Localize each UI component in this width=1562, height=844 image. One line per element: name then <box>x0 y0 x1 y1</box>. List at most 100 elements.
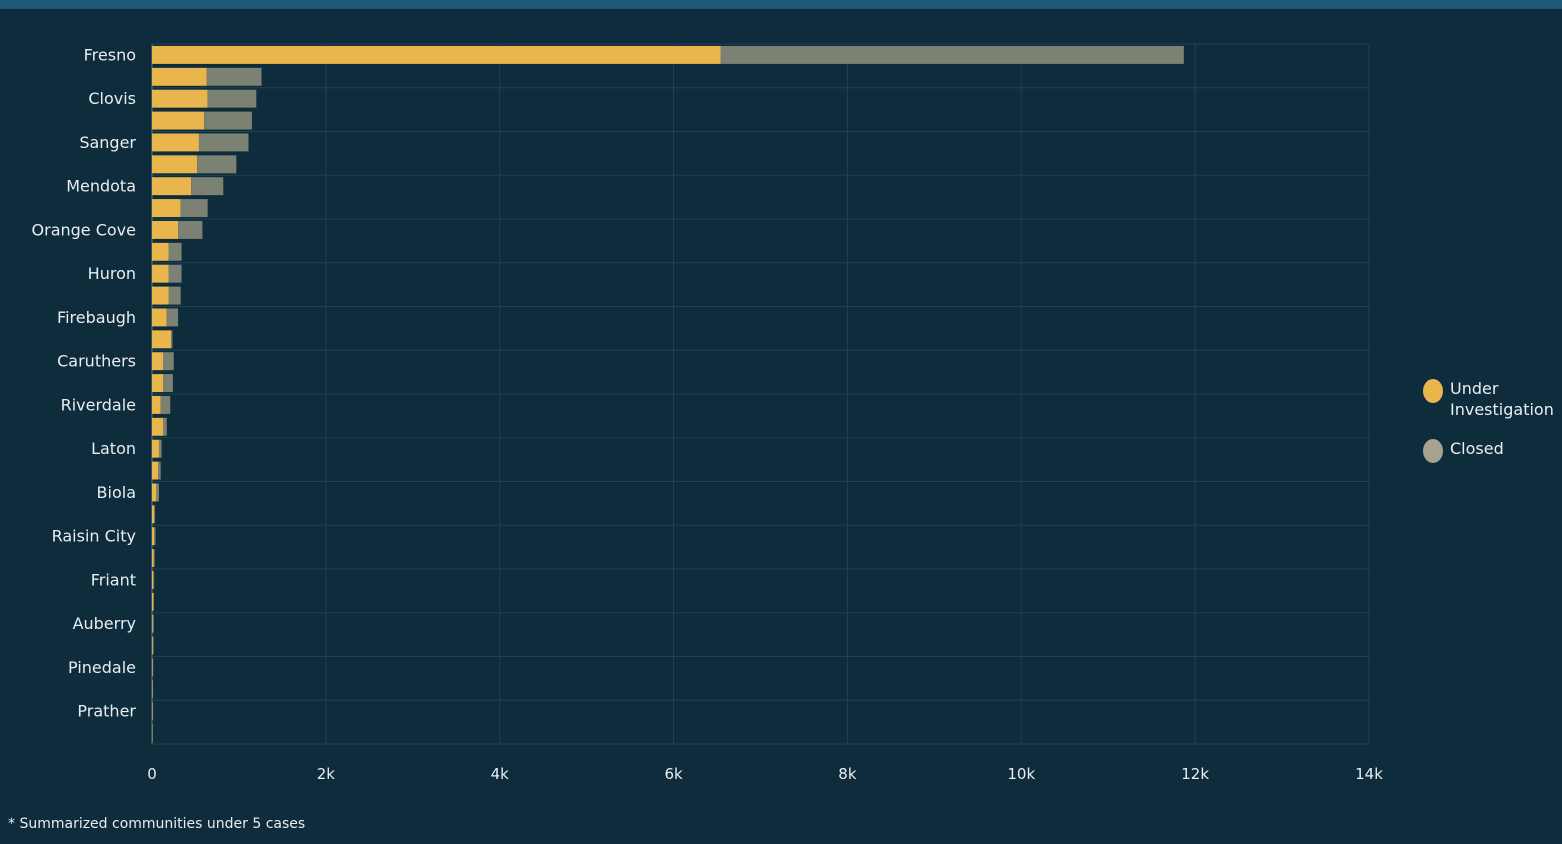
bar-under-investigation[interactable] <box>152 177 192 196</box>
category-label: Huron <box>88 264 136 283</box>
grid-layer <box>151 43 1370 745</box>
bar-under-investigation[interactable] <box>152 614 153 633</box>
bar-closed[interactable] <box>152 658 154 677</box>
bar-closed[interactable] <box>178 220 203 239</box>
x-tick-label: 12k <box>1181 765 1209 783</box>
bar-closed[interactable] <box>152 636 154 655</box>
footnote: * Summarized communities under 5 cases <box>8 816 306 832</box>
bar-closed[interactable] <box>163 374 173 393</box>
category-label: Laton <box>91 439 136 458</box>
bar-closed[interactable] <box>160 395 171 414</box>
bar-closed[interactable] <box>152 680 153 699</box>
bar-under-investigation[interactable] <box>152 549 154 568</box>
category-label: Raisin City <box>52 527 136 546</box>
legend-item-closed[interactable]: Closed <box>1422 438 1562 463</box>
under-investigation-swatch <box>1423 379 1443 403</box>
bar-closed[interactable] <box>153 570 155 589</box>
bar-under-investigation[interactable] <box>152 592 154 611</box>
category-label: Pinedale <box>68 658 136 677</box>
x-tick-label: 4k <box>491 765 510 783</box>
bar-closed[interactable] <box>168 242 182 261</box>
bar-under-investigation[interactable] <box>152 133 199 152</box>
category-label: Friant <box>91 570 136 589</box>
category-labels: Fresno Clovis Sanger Mendota Orange Cove Huro… <box>32 45 137 720</box>
category-label: Caruthers <box>57 352 136 371</box>
category-label: Fresno <box>84 45 136 64</box>
x-tick-label: 6k <box>664 765 683 783</box>
bar-closed[interactable] <box>153 549 155 568</box>
bar-closed[interactable] <box>197 155 237 174</box>
bar-closed[interactable] <box>207 89 257 108</box>
bar-closed[interactable] <box>168 264 182 283</box>
bar-closed[interactable] <box>158 461 161 480</box>
bar-under-investigation[interactable] <box>152 527 155 546</box>
legend-label-under: Under <box>1450 379 1499 398</box>
bar-closed[interactable] <box>152 724 153 743</box>
bar-closed[interactable] <box>154 505 156 524</box>
bar-under-investigation[interactable] <box>152 636 153 655</box>
bar-under-investigation[interactable] <box>152 439 159 458</box>
bar-under-investigation[interactable] <box>152 308 167 327</box>
bar-closed[interactable] <box>163 352 174 371</box>
bar-closed[interactable] <box>153 592 154 611</box>
bar-closed[interactable] <box>720 45 1184 64</box>
bar-closed[interactable] <box>152 614 154 633</box>
bar-chart: Fresno Clovis Sanger Mendota Orange Cove Huro… <box>32 43 1383 783</box>
bar-under-investigation[interactable] <box>152 330 172 349</box>
bar-under-investigation[interactable] <box>152 220 179 239</box>
bar-closed[interactable] <box>158 439 162 458</box>
bar-closed[interactable] <box>180 199 208 218</box>
bar-under-investigation[interactable] <box>152 199 181 218</box>
bar-closed[interactable] <box>198 133 249 152</box>
bar-under-investigation[interactable] <box>152 570 154 589</box>
bar-closed[interactable] <box>166 308 179 327</box>
bar-closed[interactable] <box>163 417 167 436</box>
bar-under-investigation[interactable] <box>152 264 169 283</box>
x-tick-label: 2k <box>317 765 336 783</box>
category-label: Riverdale <box>61 395 136 414</box>
closed-swatch <box>1423 439 1443 463</box>
bar-closed[interactable] <box>206 67 262 86</box>
bar-closed[interactable] <box>171 330 173 349</box>
bar-closed[interactable] <box>168 286 181 305</box>
bar-under-investigation[interactable] <box>152 702 153 721</box>
category-label: Firebaugh <box>57 308 136 327</box>
x-tick-label: 14k <box>1355 765 1383 783</box>
bar-under-investigation[interactable] <box>152 658 153 677</box>
bar-under-investigation[interactable] <box>152 680 153 699</box>
bar-under-investigation[interactable] <box>152 67 207 86</box>
bar-under-investigation[interactable] <box>152 461 159 480</box>
category-label: Sanger <box>79 133 136 152</box>
bar-under-investigation[interactable] <box>152 395 161 414</box>
category-label: Mendota <box>66 177 136 196</box>
category-label: Auberry <box>73 614 136 633</box>
bar-under-investigation[interactable] <box>152 352 164 371</box>
legend-item-under-investigation[interactable]: Under Investigation <box>1422 378 1562 420</box>
x-tick-label: 0 <box>147 765 157 783</box>
bar-under-investigation[interactable] <box>152 417 164 436</box>
bar-under-investigation[interactable] <box>152 242 169 261</box>
bar-closed[interactable] <box>156 483 159 502</box>
bar-closed[interactable] <box>154 527 156 546</box>
bars-layer <box>152 45 1184 743</box>
bar-under-investigation[interactable] <box>152 155 198 174</box>
bar-under-investigation[interactable] <box>152 483 157 502</box>
bar-under-investigation[interactable] <box>152 89 208 108</box>
legend-label-investigation: Investigation <box>1450 400 1554 419</box>
bar-closed[interactable] <box>204 111 252 130</box>
x-axis-ticks: 0 2k 4k 6k 8k 10k 12k 14k <box>147 765 1383 783</box>
bar-under-investigation[interactable] <box>152 286 169 305</box>
category-label: Prather <box>77 702 136 721</box>
bar-under-investigation[interactable] <box>152 505 155 524</box>
legend-label-closed: Closed <box>1450 439 1504 458</box>
bar-under-investigation[interactable] <box>152 45 721 64</box>
bar-under-investigation[interactable] <box>152 111 205 130</box>
bar-under-investigation[interactable] <box>152 374 164 393</box>
category-label: Orange Cove <box>32 220 136 239</box>
bar-closed[interactable] <box>152 702 153 721</box>
bar-closed[interactable] <box>191 177 224 196</box>
bar-under-investigation[interactable] <box>152 724 153 743</box>
top-strip <box>0 0 1562 9</box>
x-tick-label: 8k <box>838 765 857 783</box>
